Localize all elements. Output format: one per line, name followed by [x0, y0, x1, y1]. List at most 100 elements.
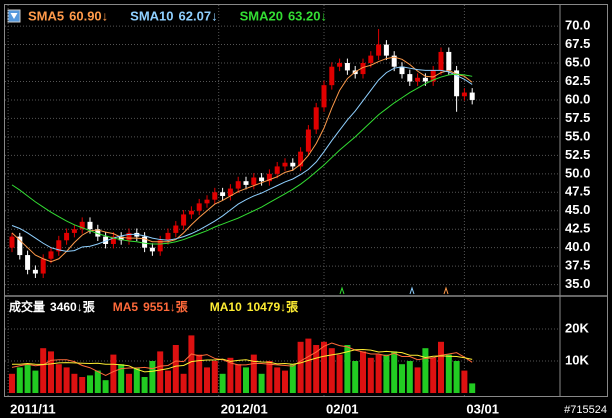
candle-body	[165, 232, 171, 241]
y-tick-label: 62.5	[565, 73, 590, 88]
candle-body	[149, 247, 155, 252]
volume-bar	[204, 367, 210, 393]
volume-bar	[40, 348, 47, 393]
candle-body	[266, 173, 272, 182]
candle-body	[305, 129, 311, 152]
candle-body	[290, 162, 296, 167]
volume-bar	[71, 373, 78, 393]
volume-bar	[79, 377, 86, 393]
volume-bar	[289, 364, 296, 393]
volume-bar	[87, 375, 93, 393]
candle-body	[344, 63, 350, 71]
candle-body	[95, 229, 101, 237]
y-tick-label: 37.5	[565, 258, 590, 273]
y-tick-label: 67.5	[565, 36, 590, 51]
code-label: #715524	[564, 404, 607, 416]
candle-body	[32, 269, 38, 274]
candle-body	[118, 236, 124, 241]
candle-body	[399, 66, 405, 75]
volume-bar	[422, 348, 429, 393]
volume-bar	[157, 351, 164, 393]
y-tick-label: 70.0	[565, 18, 590, 33]
volume-legend-name: MA5	[113, 300, 139, 314]
volume-bar	[196, 354, 203, 393]
volume-legend-value: 9551↓張	[143, 300, 189, 314]
volume-bar	[24, 364, 31, 393]
candle-body	[204, 199, 210, 204]
candle-body	[383, 44, 389, 56]
volume-bar	[165, 370, 171, 393]
candle-body	[313, 107, 319, 130]
candle-body	[422, 77, 428, 82]
candle-body	[188, 210, 194, 215]
volume-bar	[399, 364, 405, 393]
candle-body	[259, 177, 265, 182]
candle-body	[454, 70, 460, 97]
candle-body	[181, 214, 187, 226]
volume-bar	[235, 364, 242, 393]
candle-body	[235, 181, 241, 189]
candle-body	[391, 55, 397, 67]
legend-name: SMA10	[130, 8, 173, 23]
candle-body	[79, 221, 85, 230]
candle-body	[298, 151, 304, 167]
candle-body	[212, 192, 218, 200]
legend-value: 63.20↓	[288, 8, 327, 23]
candle-body	[157, 240, 163, 252]
volume-bar	[391, 351, 398, 393]
legend-name: SMA5	[28, 8, 64, 23]
candle-body	[461, 92, 467, 97]
candle-body	[368, 55, 374, 64]
volume-bar	[211, 361, 218, 393]
legend-name: SMA20	[240, 8, 283, 23]
y-tick-label: 50.0	[565, 165, 590, 180]
volume-bar	[321, 341, 327, 393]
candle-body	[9, 236, 15, 248]
volume-bar	[313, 345, 320, 393]
volume-bar	[445, 354, 452, 393]
moving-average-line	[11, 66, 473, 252]
candle-body	[103, 236, 109, 244]
y-tick-label: 47.5	[565, 184, 590, 199]
x-tick-label: 2012/01	[221, 401, 268, 416]
candle-body	[415, 77, 421, 82]
y-tick-label: 60.0	[565, 91, 590, 106]
y-tick-label: 45.0	[565, 202, 590, 217]
signal-marker	[339, 286, 345, 295]
y-tick-label: 55.0	[565, 128, 590, 143]
candle-body	[40, 258, 46, 274]
volume-bar	[180, 373, 187, 393]
candle-body	[17, 236, 23, 256]
candle-body	[360, 63, 366, 75]
legend-value: 60.90↓	[69, 8, 108, 23]
moving-average-line	[11, 73, 473, 245]
volume-average-line	[12, 348, 473, 373]
x-tick-label: 02/01	[326, 401, 359, 416]
volume-bar	[406, 361, 413, 393]
volume-bar	[172, 345, 179, 393]
volume-bar	[438, 341, 444, 393]
volume-bar	[16, 367, 23, 393]
y-tick-label: 40.0	[565, 239, 590, 254]
y-tick-label: 65.0	[565, 54, 590, 69]
candle-body	[321, 85, 327, 108]
volume-legend-value: 10479↓張	[247, 300, 299, 314]
volume-bar	[219, 373, 226, 393]
volume-bar	[149, 361, 156, 393]
candle-body	[87, 221, 93, 230]
volume-tick-label: 10K	[565, 352, 589, 367]
candle-body	[407, 74, 413, 82]
volume-bar	[328, 348, 335, 393]
y-tick-label: 57.5	[565, 110, 590, 125]
volume-tick-label: 20K	[565, 320, 589, 335]
candle-body	[337, 63, 343, 67]
volume-bar	[126, 373, 132, 393]
volume-bar	[32, 370, 39, 393]
menu-arrow	[10, 13, 18, 19]
volume-bar	[305, 338, 312, 393]
volume-bar	[297, 341, 304, 393]
volume-bar	[63, 367, 70, 393]
candle-body	[126, 232, 132, 241]
volume-bar	[55, 364, 62, 393]
